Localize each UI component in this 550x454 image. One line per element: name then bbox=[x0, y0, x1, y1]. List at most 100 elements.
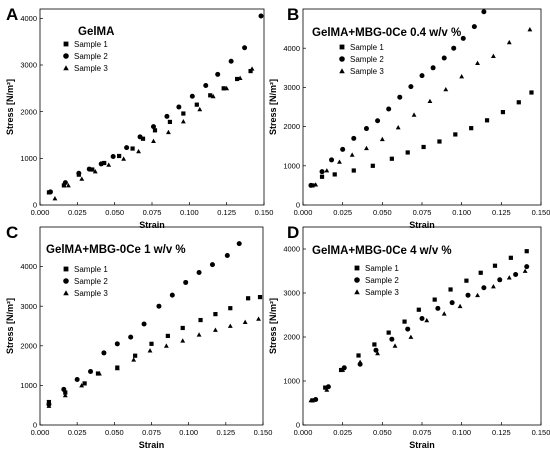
data-point-series-1 bbox=[469, 126, 474, 131]
data-point-series-1 bbox=[492, 263, 498, 268]
data-point-series-1 bbox=[370, 163, 375, 168]
data-point-series-2 bbox=[156, 303, 162, 309]
x-tick-label: 0.075 bbox=[142, 428, 161, 437]
data-point-series-2 bbox=[405, 326, 411, 332]
y-tick-label: 0 bbox=[296, 201, 300, 210]
data-point-series-2 bbox=[196, 270, 202, 276]
data-point-series-3 bbox=[62, 392, 68, 398]
data-point-series-3 bbox=[151, 138, 156, 143]
data-point-series-2 bbox=[224, 253, 230, 259]
data-point-series-2 bbox=[228, 58, 234, 64]
data-point-series-2 bbox=[141, 321, 147, 327]
y-tick-label: 4000 bbox=[283, 245, 300, 254]
data-point-series-3 bbox=[324, 168, 330, 173]
data-point-series-2 bbox=[215, 71, 221, 77]
data-point-series-2 bbox=[176, 104, 182, 110]
data-point-series-3 bbox=[79, 176, 85, 181]
data-point-series-3 bbox=[337, 159, 342, 164]
data-point-series-1 bbox=[478, 270, 483, 275]
data-point-series-3 bbox=[180, 119, 186, 124]
chart-title: GelMA bbox=[78, 26, 114, 38]
data-point-series-1 bbox=[95, 371, 101, 376]
data-point-series-1 bbox=[152, 128, 158, 133]
data-point-series-3 bbox=[147, 348, 153, 353]
panel-letter: A bbox=[6, 5, 18, 24]
y-tick-label: 3000 bbox=[20, 302, 37, 311]
data-point-series-3 bbox=[427, 98, 433, 104]
data-point-series-3 bbox=[106, 162, 112, 167]
data-point-series-3 bbox=[424, 317, 430, 323]
data-point-series-1 bbox=[405, 150, 410, 155]
data-point-series-1 bbox=[319, 174, 325, 179]
data-point-series-3 bbox=[324, 387, 330, 392]
data-point-series-1 bbox=[338, 367, 344, 373]
data-point-series-3 bbox=[375, 350, 380, 356]
x-axis-label-strain: Strain bbox=[409, 440, 435, 450]
data-point-series-1 bbox=[140, 136, 146, 141]
data-point-series-2 bbox=[389, 336, 395, 342]
data-point-series-2 bbox=[114, 341, 120, 347]
data-point-series-1 bbox=[323, 385, 328, 390]
data-point-series-1 bbox=[453, 132, 458, 137]
data-point-series-2 bbox=[74, 376, 80, 382]
data-point-series-3 bbox=[79, 382, 85, 388]
data-point-series-1 bbox=[61, 183, 66, 188]
data-point-series-1 bbox=[63, 390, 68, 395]
data-point-series-3 bbox=[213, 327, 218, 332]
data-point-series-2 bbox=[169, 292, 175, 298]
data-point-series-2 bbox=[386, 106, 392, 112]
data-point-series-2 bbox=[164, 113, 170, 119]
data-point-series-1 bbox=[448, 287, 453, 292]
data-point-series-2 bbox=[88, 369, 94, 375]
legend-label: Sample 3 bbox=[365, 288, 399, 297]
panel-letter: D bbox=[287, 223, 299, 242]
data-point-series-2 bbox=[98, 161, 104, 167]
data-point-series-2 bbox=[408, 84, 414, 90]
y-tick-label: 1000 bbox=[20, 154, 37, 163]
data-point-series-3 bbox=[65, 182, 71, 188]
y-tick-label: 1000 bbox=[20, 381, 37, 390]
data-point-series-1 bbox=[82, 381, 87, 386]
data-point-series-2 bbox=[449, 300, 455, 306]
y-tick-label: 2000 bbox=[283, 122, 300, 131]
x-tick-label: 0.025 bbox=[68, 208, 87, 217]
data-point-series-3 bbox=[197, 106, 203, 112]
data-point-series-1 bbox=[508, 255, 513, 260]
x-tick-label: 0.075 bbox=[413, 208, 432, 217]
data-point-series-3 bbox=[121, 156, 127, 161]
data-point-series-1 bbox=[500, 109, 506, 115]
legend-marker-circle bbox=[339, 56, 345, 62]
data-point-series-1 bbox=[208, 93, 213, 98]
chart-panel-c: C GelMA+MBG-0Ce 1 w/v % 0.000 0.025 0.050 0.0… bbox=[5, 223, 272, 450]
data-point-series-2 bbox=[351, 135, 357, 141]
x-tick-label: 0.100 bbox=[179, 428, 198, 437]
data-point-series-1 bbox=[102, 160, 107, 166]
data-point-series-3 bbox=[411, 112, 417, 117]
panel-letter: B bbox=[287, 5, 299, 24]
data-point-series-1 bbox=[389, 156, 394, 161]
data-point-series-1 bbox=[437, 139, 442, 144]
data-point-series-1 bbox=[133, 353, 138, 358]
data-point-series-2 bbox=[61, 386, 67, 392]
data-point-series-2 bbox=[465, 292, 471, 298]
data-point-series-3 bbox=[237, 75, 243, 80]
x-tick-label: 0.000 bbox=[31, 208, 50, 217]
y-tick-label: 0 bbox=[33, 201, 37, 210]
x-tick-label: 0.100 bbox=[180, 208, 199, 217]
data-point-series-2 bbox=[313, 396, 319, 402]
legend-marker-square bbox=[339, 44, 345, 50]
data-point-series-1 bbox=[117, 153, 122, 159]
data-point-series-3 bbox=[379, 136, 385, 142]
data-point-series-1 bbox=[198, 317, 203, 323]
legend-label: Sample 3 bbox=[350, 67, 384, 76]
data-point-series-2 bbox=[397, 94, 403, 100]
data-point-series-2 bbox=[471, 24, 477, 30]
data-point-series-1 bbox=[248, 68, 253, 74]
data-point-series-1 bbox=[351, 168, 356, 173]
data-point-series-1 bbox=[524, 249, 529, 254]
data-point-series-1 bbox=[310, 398, 315, 403]
data-point-series-3 bbox=[249, 66, 255, 71]
data-point-series-3 bbox=[224, 85, 230, 91]
legend-marker-square bbox=[63, 266, 69, 272]
data-point-series-2 bbox=[430, 65, 436, 71]
